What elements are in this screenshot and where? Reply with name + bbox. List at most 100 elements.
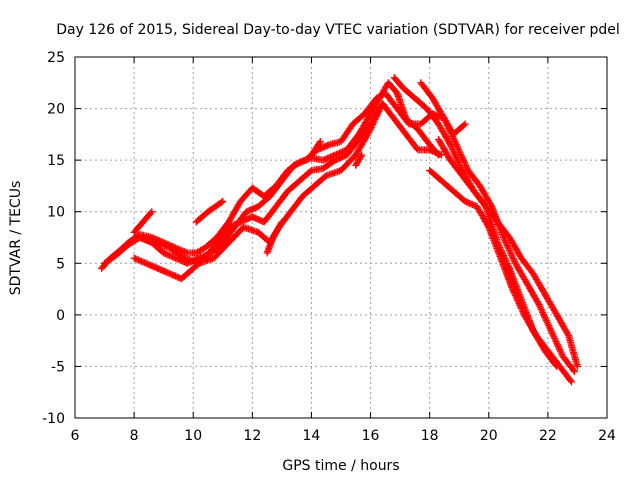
data-point [454,158,462,166]
data-point [496,243,504,251]
data-point [555,344,563,352]
data-point [503,258,511,266]
x-tick-label: 24 [598,428,616,444]
data-point [500,253,508,261]
data-point [543,318,551,326]
x-tick-label: 14 [303,428,321,444]
data-point [450,149,458,157]
data-point [506,248,514,256]
data-point [461,160,469,168]
series-track-6 [192,197,227,226]
y-tick-label: 25 [47,50,65,66]
data-points [98,74,581,386]
y-tick-label: 20 [47,102,65,118]
data-point [441,116,449,124]
x-tick-label: 22 [539,428,557,444]
data-point [374,109,382,117]
data-point [505,263,513,271]
data-point [494,240,502,248]
data-point [315,139,323,147]
data-point [447,129,455,137]
data-point [509,254,517,262]
data-point [277,220,285,228]
data-point [503,260,511,268]
data-point [537,304,544,312]
y-tick-label: 10 [47,205,65,221]
data-point [564,330,572,338]
data-point [443,121,451,129]
data-point [549,331,557,339]
data-point [179,253,187,261]
data-point [557,349,565,357]
series-track-8 [307,138,324,159]
data-point [450,136,458,144]
plot-frame [74,56,608,419]
data-point [371,116,379,124]
data-point [444,123,452,131]
data-point [446,128,454,136]
data-point [539,309,547,317]
data-point [545,323,553,331]
data-point [556,346,564,354]
data-point [460,157,468,165]
data-point [454,146,462,154]
data-point [437,151,445,159]
data-point [553,341,561,349]
data-point [501,237,509,245]
data-point [306,168,314,176]
data-point [446,141,454,149]
y-tick-label: -10 [42,411,65,427]
data-point [547,326,555,334]
data-point [372,112,380,120]
data-point [545,321,553,329]
data-point [449,147,457,155]
data-point [510,256,518,264]
series-track-7 [263,218,286,257]
y-tick-label: -5 [51,359,65,375]
data-point [503,240,511,248]
data-point [459,155,467,163]
data-point [451,137,459,145]
data-point [457,150,465,158]
x-tick-label: 20 [480,428,498,444]
data-point [147,209,155,217]
data-point [460,121,468,129]
data-point [534,299,542,307]
data-point [548,330,556,338]
data-point [217,198,225,206]
data-point [551,336,559,344]
data-point [449,146,457,154]
data-point [446,126,454,134]
data-point [316,138,324,146]
data-point [538,307,546,315]
data-point [443,120,451,128]
data-point [504,243,512,251]
data-point [447,142,455,150]
data-point [453,155,461,163]
data-point [453,142,461,150]
data-point [504,261,512,269]
x-tick-label: 18 [421,428,439,444]
data-point [219,197,227,205]
data-point [508,253,516,261]
data-point [448,144,456,152]
y-tick-label: 0 [56,308,65,324]
x-tick-label: 10 [184,428,202,444]
series-track-11 [417,79,578,376]
data-point [148,208,156,216]
data-point [548,328,556,336]
data-point [556,347,564,355]
data-point [552,361,560,369]
data-point [370,117,378,125]
data-point [540,312,548,320]
data-point [375,107,383,115]
data-point [501,255,509,263]
data-point [541,313,549,321]
series-track-9 [352,151,366,169]
data-point [536,302,544,310]
data-point [358,151,366,159]
x-tick-label: 12 [243,428,261,444]
data-point [368,122,376,130]
